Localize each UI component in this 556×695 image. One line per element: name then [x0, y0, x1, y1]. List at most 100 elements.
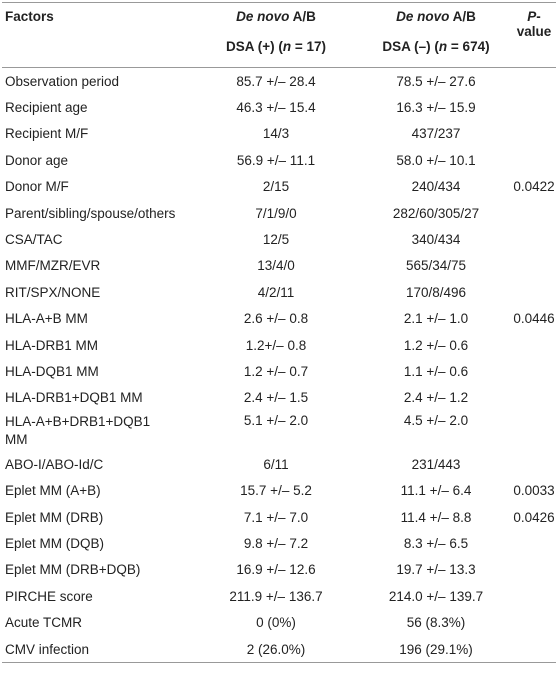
cell-value: 231/443	[411, 456, 461, 472]
table-cell: 4/2/11	[191, 279, 361, 305]
header-text: n	[438, 39, 448, 54]
table-cell: Parent/sibling/spouse/others	[2, 200, 191, 226]
cell-value: 46.3 +/– 15.4	[236, 100, 316, 116]
table-cell	[511, 147, 556, 173]
table-row: PIRCHE score 211.9 +/– 136.7 214.0 +/– 139…	[2, 583, 556, 609]
factor-label: Eplet MM (A+B)	[5, 483, 101, 499]
header-text: DSA (+) (	[225, 39, 283, 54]
header-text: DSA (–) (	[382, 39, 439, 54]
cell-value: 1.2 +/– 0.7	[243, 363, 309, 379]
table-cell: 56 (8.3%)	[361, 609, 511, 635]
cell-value: 0.0446	[513, 311, 555, 327]
cell-value: 282/60/305/27	[392, 205, 480, 221]
table-cell: 1.2 +/– 0.6	[361, 332, 511, 358]
table-row: CSA/TAC 12/5 340/434	[2, 226, 556, 252]
cell-value: 5.1 +/– 2.0	[243, 413, 309, 429]
header-text: De novo	[236, 9, 290, 24]
cell-value: 240/434	[411, 179, 461, 195]
factor-label: HLA-DQB1 MM	[5, 363, 99, 379]
cell-value: 9.8 +/– 7.2	[243, 535, 309, 551]
header-cell: DSA (+) (n = 17)	[191, 39, 361, 68]
table-cell: 14/3	[191, 121, 361, 147]
table-cell: 2.4 +/– 1.2	[361, 385, 511, 411]
table-row: Donor M/F 2/15 240/434 0.0422	[2, 174, 556, 200]
table-header: Factors De novo A/B De novo A/B P-value DSA …	[2, 2, 556, 68]
table-cell: 19.7 +/– 13.3	[361, 557, 511, 583]
factor-label: Donor M/F	[5, 179, 69, 195]
table-cell: 170/8/496	[361, 279, 511, 305]
table-cell: HLA-DRB1 MM	[2, 332, 191, 358]
cell-value: 0.0426	[513, 509, 555, 525]
table-row: Eplet MM (DRB+DQB) 16.9 +/– 12.6 19.7 +/– …	[2, 557, 556, 583]
table-row: HLA-DRB1+DQB1 MM 2.4 +/– 1.5 2.4 +/– 1.2	[2, 385, 556, 411]
factor-label: Acute TCMR	[5, 615, 83, 631]
cell-value: 16.3 +/– 15.9	[396, 100, 476, 116]
cell-value: 1.2 +/– 0.6	[403, 337, 469, 353]
table-cell: 56.9 +/– 11.1	[191, 147, 361, 173]
header-text: = 17)	[291, 39, 327, 54]
cell-value: 340/434	[411, 232, 461, 248]
table-cell: CMV infection	[2, 635, 191, 664]
factor-label: CSA/TAC	[5, 232, 63, 248]
table-cell: 211.9 +/– 136.7	[191, 583, 361, 609]
factor-label: Parent/sibling/spouse/others	[5, 205, 176, 221]
table-cell	[511, 385, 556, 411]
cell-value: 56.9 +/– 11.1	[236, 152, 316, 168]
factor-label: Recipient age	[5, 100, 88, 116]
table-cell: 13/4/0	[191, 253, 361, 279]
table-row: HLA-A+B+DRB1+DQB1 MM 5.1 +/– 2.0 4.5 +/– 2…	[2, 411, 556, 451]
table-row: ABO-I/ABO-Id/C 6/11 231/443	[2, 451, 556, 477]
cell-value: 2.6 +/– 0.8	[243, 311, 309, 327]
cell-value: 2.4 +/– 1.5	[243, 390, 309, 406]
factor-label: Eplet MM (DRB+DQB)	[5, 562, 141, 578]
table-cell: 1.1 +/– 0.6	[361, 358, 511, 384]
table-cell: HLA-A+B MM	[2, 306, 191, 332]
cell-value: 11.1 +/– 6.4	[400, 483, 472, 499]
cell-value: 16.9 +/– 12.6	[236, 562, 316, 578]
table-cell: 196 (29.1%)	[361, 635, 511, 664]
table-cell: Recipient M/F	[2, 121, 191, 147]
table-row: Eplet MM (A+B) 15.7 +/– 5.2 11.1 +/– 6.4 0.…	[2, 477, 556, 503]
table-cell	[511, 635, 556, 664]
cell-value: 7.1 +/– 7.0	[243, 509, 309, 525]
factor-label: Recipient M/F	[5, 126, 89, 142]
table-cell: MMF/MZR/EVR	[2, 253, 191, 279]
header-text: -value	[516, 9, 552, 39]
header-cell: P-value	[511, 2, 556, 39]
table-cell: 0.0422	[511, 174, 556, 200]
cell-value: 211.9 +/– 136.7	[229, 588, 323, 604]
cell-value: 8.3 +/– 6.5	[403, 535, 469, 551]
table-row: HLA-A+B MM 2.6 +/– 0.8 2.1 +/– 1.0 0.0446	[2, 306, 556, 332]
cell-value: 14/3	[262, 126, 290, 142]
table-cell	[511, 94, 556, 120]
cell-value: 13/4/0	[257, 258, 295, 274]
cell-value: 85.7 +/– 28.4	[236, 73, 316, 89]
table-row: Donor age 56.9 +/– 11.1 58.0 +/– 10.1	[2, 147, 556, 173]
table-cell	[511, 68, 556, 95]
table-row: Recipient age 46.3 +/– 15.4 16.3 +/– 15.9	[2, 94, 556, 120]
table-row: Parent/sibling/spouse/others 7/1/9/0 282/6…	[2, 200, 556, 226]
header-row: DSA (+) (n = 17) DSA (–) (n = 674)	[2, 39, 556, 68]
table-body: Observation period 85.7 +/– 28.4 78.5 +/– …	[2, 68, 556, 664]
cell-value: 565/34/75	[405, 258, 467, 274]
table-cell	[511, 358, 556, 384]
header-cell: De novo A/B	[361, 2, 511, 39]
cell-value: 11.4 +/– 8.8	[400, 509, 472, 525]
table-cell: HLA-DRB1+DQB1 MM	[2, 385, 191, 411]
table-cell	[511, 226, 556, 252]
table-cell: 2.4 +/– 1.5	[191, 385, 361, 411]
table-cell: 2/15	[191, 174, 361, 200]
header-text: = 674)	[447, 39, 490, 54]
cell-value: 4/2/11	[257, 284, 295, 300]
table-cell: Eplet MM (DRB)	[2, 504, 191, 530]
table-row: Eplet MM (DRB) 7.1 +/– 7.0 11.4 +/– 8.8 0.0…	[2, 504, 556, 530]
cell-value: 196 (29.1%)	[399, 641, 473, 657]
header-text: n	[282, 39, 292, 54]
cell-value: 2 (26.0%)	[246, 641, 306, 657]
table-cell: 8.3 +/– 6.5	[361, 530, 511, 556]
table-row: Eplet MM (DQB) 9.8 +/– 7.2 8.3 +/– 6.5	[2, 530, 556, 556]
table-cell	[511, 121, 556, 147]
table-cell: 437/237	[361, 121, 511, 147]
cell-value: 437/237	[411, 126, 461, 142]
table-cell	[511, 332, 556, 358]
